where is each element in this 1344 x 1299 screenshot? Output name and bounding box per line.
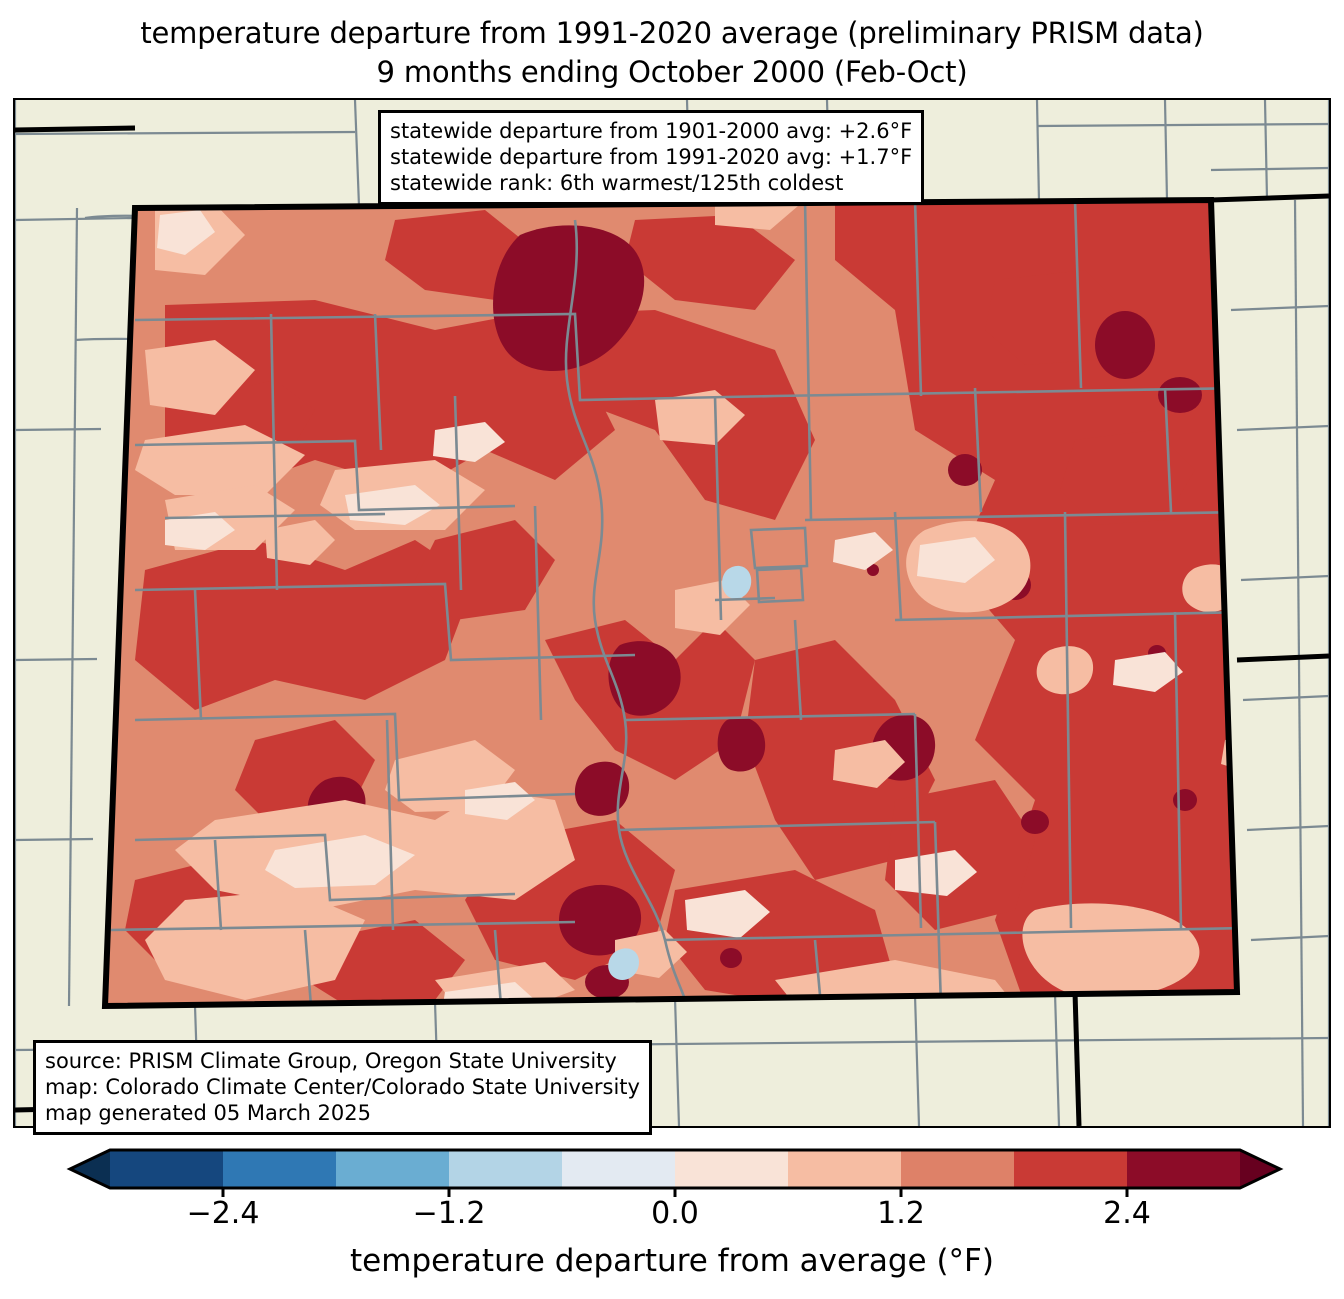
colorbar-tick-labels: −2.4 −1.2 0.0 1.2 2.4 <box>0 1196 1344 1240</box>
colorbar-axis-label: temperature departure from average (°F) <box>350 1243 994 1279</box>
colorbar-under-cap <box>70 1150 110 1188</box>
colorbar <box>0 1140 1344 1204</box>
colorbar-tick-label: 2.4 <box>1103 1196 1151 1231</box>
source-line-3: map generated 05 March 2025 <box>45 1101 372 1125</box>
title-line-2: 9 months ending October 2000 (Feb-Oct) <box>376 55 968 89</box>
colorbar-band <box>788 1150 901 1188</box>
colorbar-band <box>675 1150 788 1188</box>
colorbar-band <box>1014 1150 1127 1188</box>
colorbar-band <box>449 1150 562 1188</box>
stats-line-3: statewide rank: 6th warmest/125th coldes… <box>390 171 844 195</box>
water-body <box>608 565 752 981</box>
stats-line-1: statewide departure from 1901-2000 avg: … <box>390 119 913 143</box>
colorbar-band <box>901 1150 1014 1188</box>
colorbar-band <box>223 1150 336 1188</box>
band-2.4-plus <box>307 225 1202 999</box>
colorbar-tick-label: 1.2 <box>877 1196 925 1231</box>
temperature-contour-fill <box>105 200 1237 1006</box>
band--0.6-0.0 <box>157 210 1183 1005</box>
county-lines <box>110 200 1237 1006</box>
colorado-temperature-anomaly-map <box>15 100 1329 1126</box>
colorbar-tick-label: −1.2 <box>412 1196 486 1231</box>
map-panel <box>13 98 1331 1128</box>
source-attribution-box: source: PRISM Climate Group, Oregon Stat… <box>33 1040 652 1135</box>
colorbar-band <box>1127 1150 1240 1188</box>
colorbar-svg <box>66 1148 1284 1197</box>
colorbar-tick-label: −2.4 <box>186 1196 260 1231</box>
colorbar-bands <box>70 1150 1280 1188</box>
statewide-stats-box: statewide departure from 1901-2000 avg: … <box>378 110 925 205</box>
figure-title: temperature departure from 1991-2020 ave… <box>0 14 1344 92</box>
title-line-1: temperature departure from 1991-2020 ave… <box>140 16 1204 50</box>
source-line-2: map: Colorado Climate Center/Colorado St… <box>45 1075 640 1099</box>
colorbar-tick-label: 0.0 <box>651 1196 699 1231</box>
colorbar-outline <box>66 1148 1284 1190</box>
colorbar-band <box>110 1150 223 1188</box>
colorbar-band <box>336 1150 449 1188</box>
stats-line-2: statewide departure from 1991-2020 avg: … <box>390 145 913 169</box>
source-line-1: source: PRISM Climate Group, Oregon Stat… <box>45 1049 617 1073</box>
colorbar-band <box>562 1150 675 1188</box>
colorbar-over-cap <box>1240 1150 1280 1188</box>
